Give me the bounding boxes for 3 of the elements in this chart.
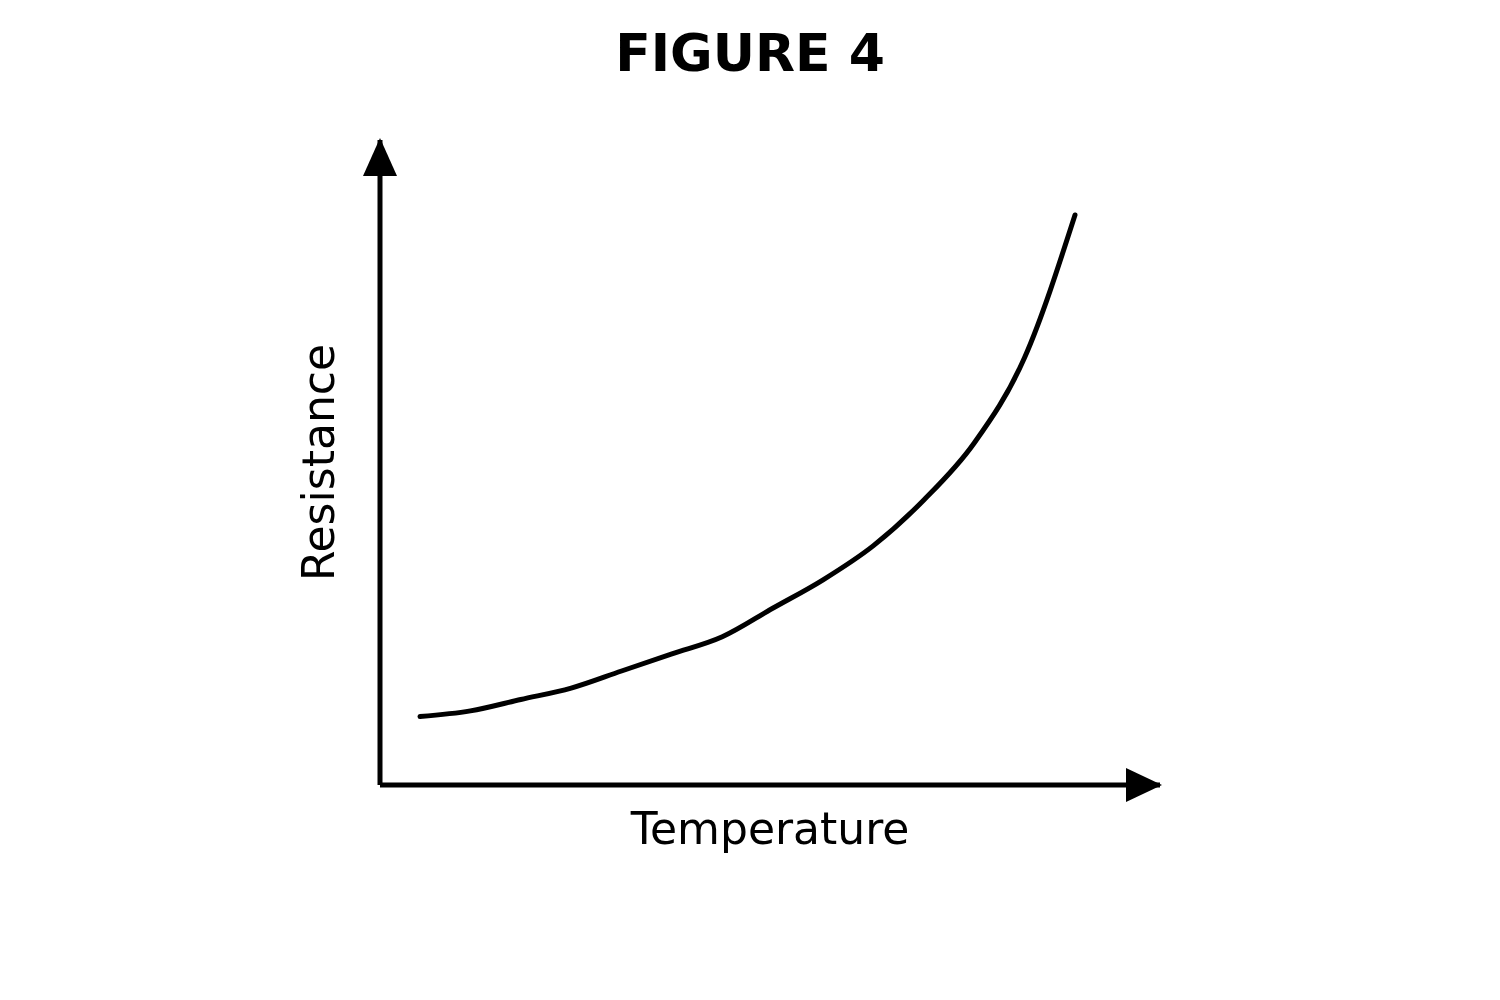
x-axis-title: Temperature bbox=[629, 803, 910, 855]
y-axis-title: Resistance bbox=[292, 343, 344, 582]
chart-title: FIGURE 4 bbox=[614, 22, 886, 85]
